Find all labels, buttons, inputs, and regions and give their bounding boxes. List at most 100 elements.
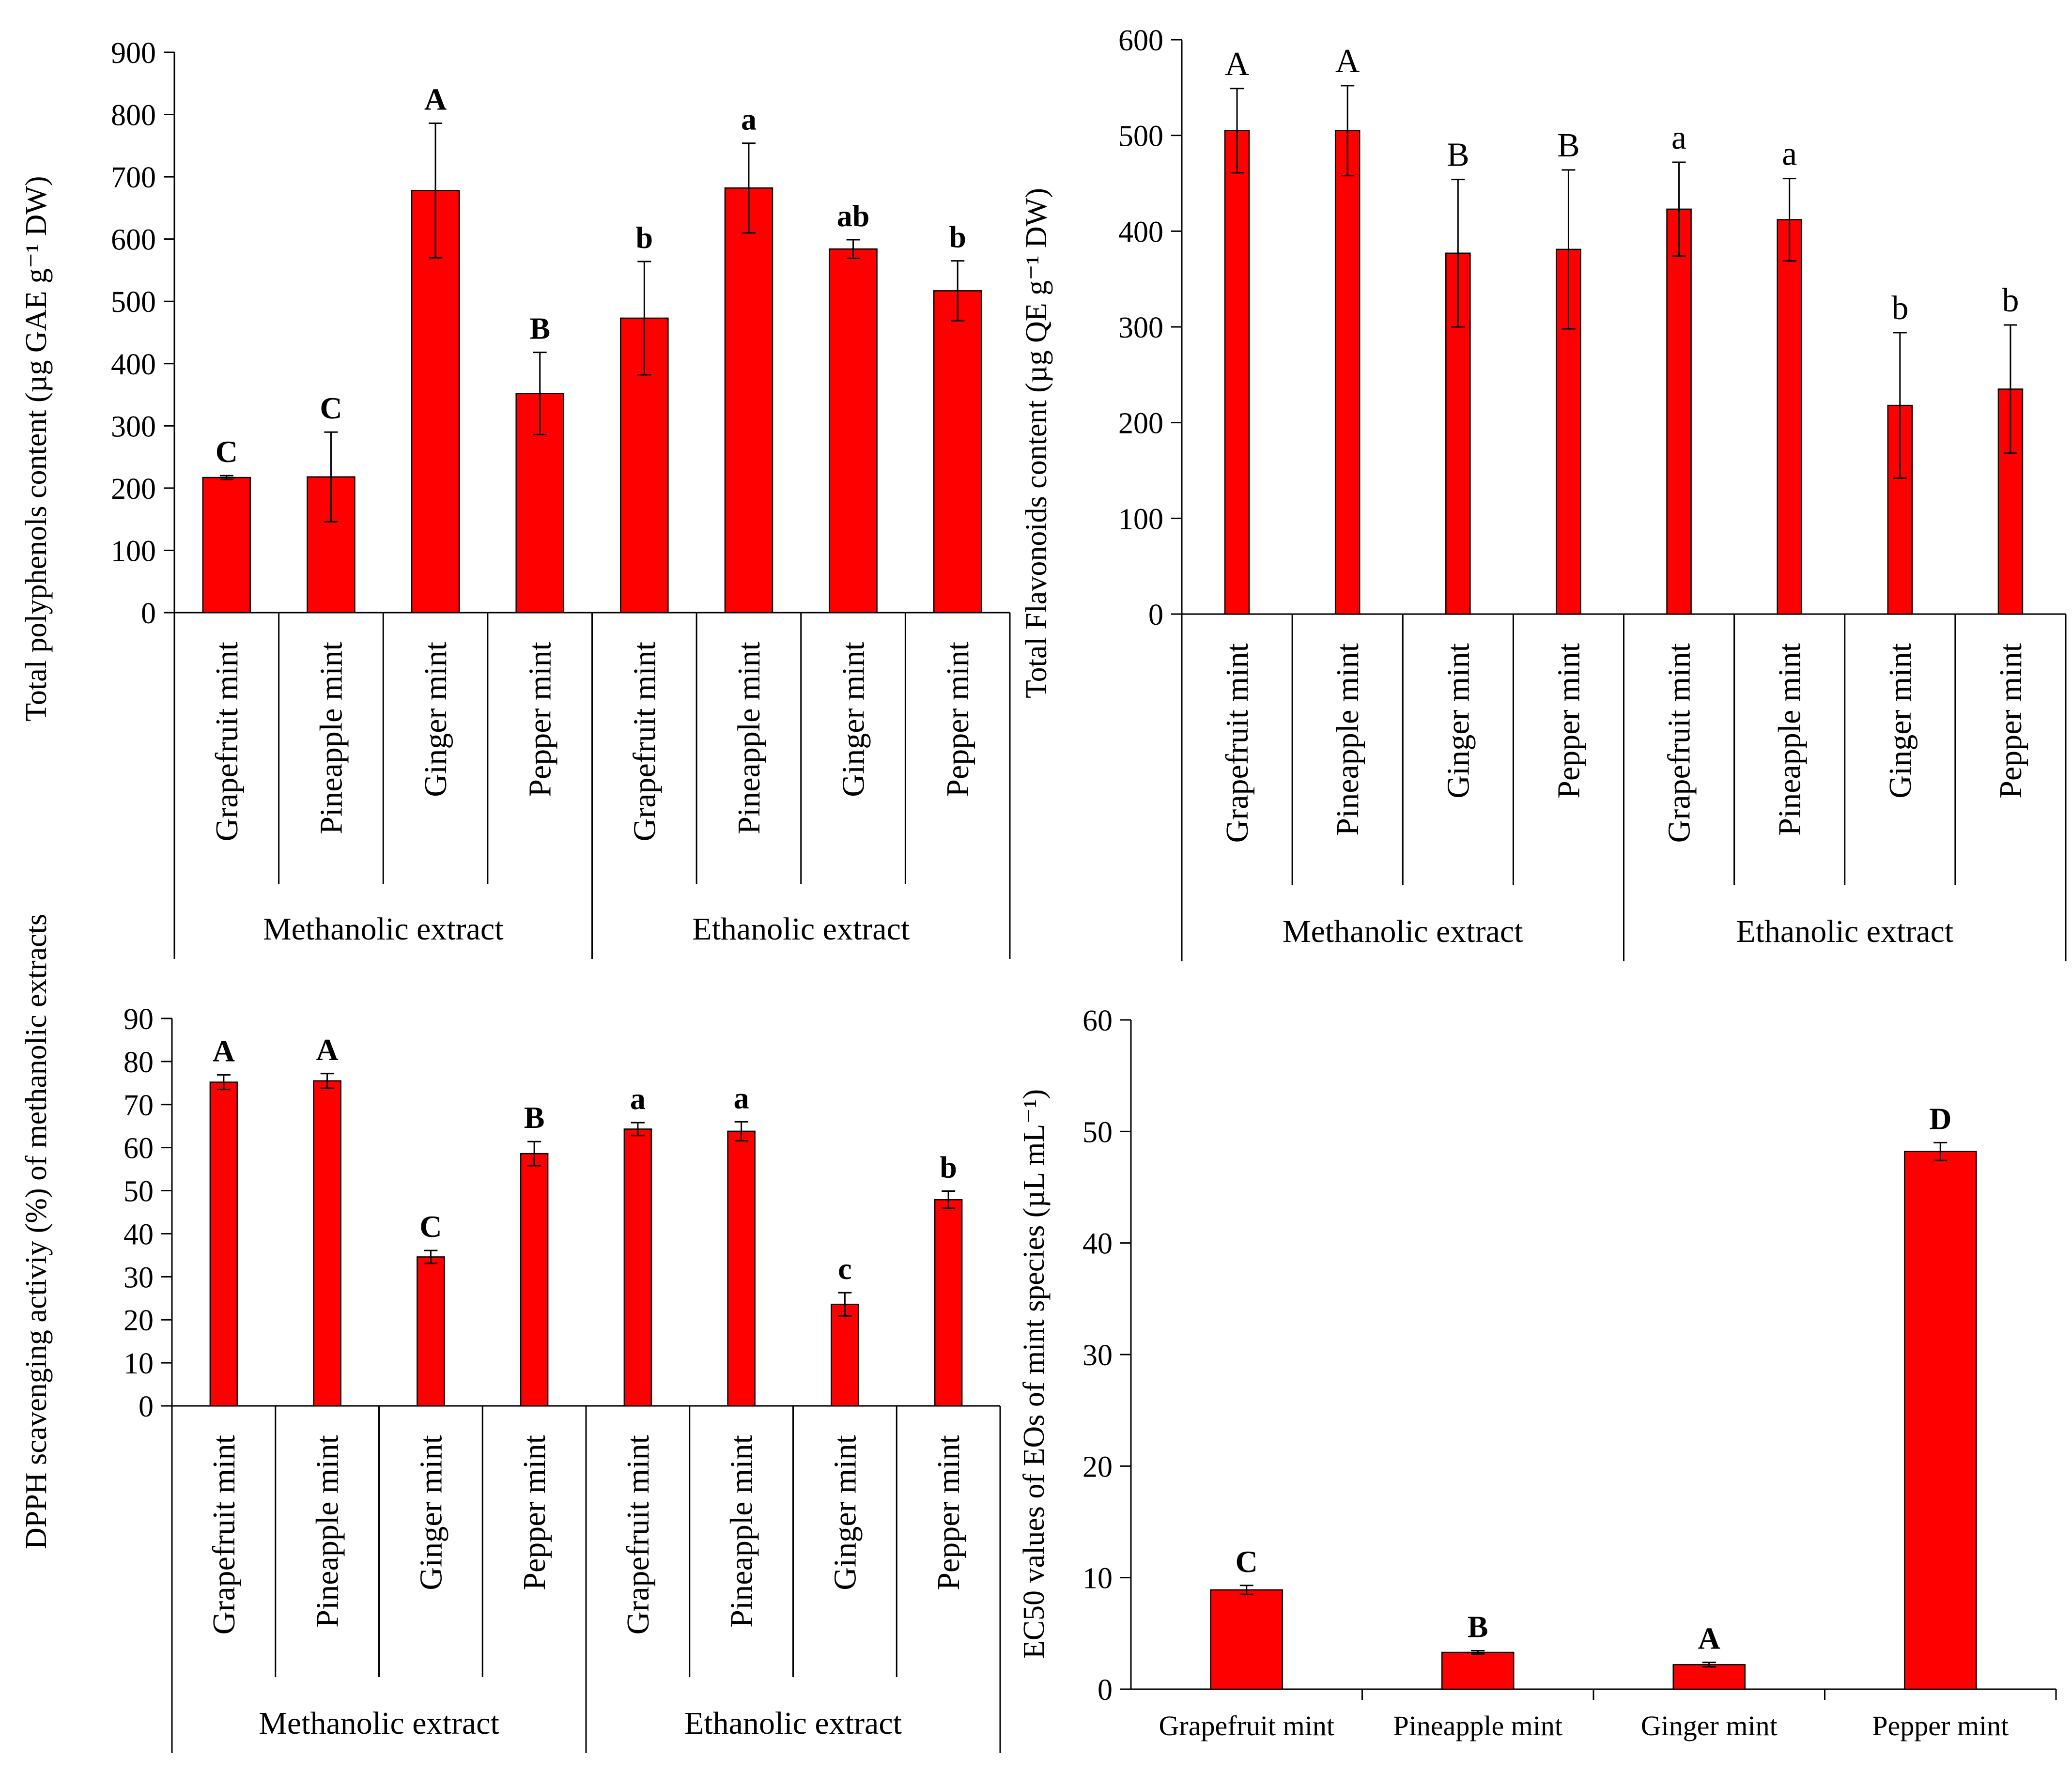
- bar: [829, 248, 878, 614]
- y-tick-label: 10: [124, 1347, 154, 1380]
- significance-letter: C: [216, 434, 238, 469]
- bar: [1666, 208, 1692, 615]
- significance-letter: b: [1891, 290, 1908, 327]
- group-label: Methanolic extract: [1283, 914, 1523, 949]
- y-tick-label: 700: [111, 161, 156, 194]
- panel-total-polyphenols: 0 100 200 300 400 500 600 700 800 900 Total polyph…: [20, 37, 1011, 959]
- y-tick-label: 0: [1148, 599, 1163, 632]
- bar: [202, 477, 251, 614]
- y-axis-title: Total polyphenols content (µg GAE g⁻¹ DW…: [20, 176, 53, 721]
- x-tick-label: Pepper mint: [1872, 1710, 2009, 1741]
- group-label: Ethanolic extract: [692, 911, 910, 947]
- significance-letter: B: [1447, 137, 1469, 174]
- x-tick-label: Pineapple mint: [310, 1435, 345, 1628]
- bar: [1334, 130, 1361, 615]
- y-tick-label: 60: [1082, 1004, 1113, 1037]
- y-tick-label: 100: [111, 535, 156, 568]
- y-tick-label: 300: [111, 410, 156, 443]
- bar: [1210, 1589, 1283, 1690]
- bar: [1224, 130, 1250, 615]
- panel-dpph-scavenging: 0 10 20 30 40 50 60 70 80 90 DPPH scavenging activ…: [20, 914, 1001, 1753]
- x-tick-label: Grapefruit mint: [206, 1435, 242, 1634]
- x-tick-label: Grapefruit mint: [627, 642, 662, 841]
- y-tick-label: 400: [1118, 216, 1163, 248]
- x-tick-label: Pepper mint: [523, 642, 558, 797]
- x-tick-label: Ginger mint: [413, 1435, 448, 1590]
- y-tick-label: 70: [124, 1089, 154, 1122]
- significance-letter: B: [524, 1100, 545, 1135]
- y-axis-title: DPPH scavenging activiy (%) of methanoli…: [20, 914, 53, 1549]
- group-label: Ethanolic extract: [684, 1706, 902, 1741]
- y-tick-label: 500: [1118, 120, 1163, 153]
- y-tick-label: 80: [124, 1046, 154, 1079]
- bar: [1777, 219, 1802, 615]
- y-tick-label: 500: [111, 286, 156, 319]
- significance-letter: a: [1671, 119, 1686, 156]
- significance-letter: A: [213, 1033, 235, 1068]
- significance-letter: a: [630, 1081, 646, 1116]
- x-tick-label: Grapefruit mint: [209, 642, 245, 841]
- significance-letter: D: [1929, 1101, 1951, 1136]
- significance-letter: A: [316, 1032, 339, 1067]
- bar: [934, 1199, 963, 1407]
- group-label: Methanolic extract: [263, 911, 504, 947]
- y-tick-label: 40: [124, 1218, 154, 1251]
- y-axis-title: EC50 values of EOs of mint species (µL m…: [1018, 1089, 1051, 1659]
- bar: [724, 187, 773, 614]
- bar: [1672, 1664, 1746, 1690]
- y-tick-label: 0: [141, 597, 156, 630]
- y-tick-label: 30: [1082, 1339, 1113, 1372]
- significance-letter: B: [1557, 127, 1580, 164]
- bar: [417, 1256, 445, 1407]
- x-tick-label: Grapefruit mint: [620, 1435, 656, 1634]
- y-tick-label: 50: [124, 1175, 154, 1208]
- y-tick-label: 300: [1118, 311, 1163, 344]
- y-tick-label: 600: [111, 224, 156, 257]
- x-tick-label: Pepper mint: [931, 1435, 966, 1590]
- bar: [313, 1080, 341, 1407]
- bar: [623, 1128, 652, 1407]
- significance-letter: a: [741, 102, 757, 137]
- significance-letter: a: [734, 1080, 749, 1115]
- significance-letter: A: [1335, 43, 1360, 80]
- x-tick-label: Grapefruit mint: [1662, 643, 1697, 843]
- x-tick-label: Grapefruit mint: [1159, 1710, 1334, 1741]
- significance-letter: b: [949, 220, 966, 254]
- significance-letter: A: [424, 82, 447, 117]
- x-tick-label: Pineapple mint: [731, 642, 767, 834]
- y-tick-label: 100: [1118, 503, 1163, 536]
- y-tick-label: 40: [1082, 1228, 1113, 1261]
- x-tick-label: Pepper mint: [517, 1435, 552, 1590]
- y-tick-label: 400: [111, 348, 156, 381]
- x-tick-label: Ginger mint: [827, 1435, 863, 1590]
- x-tick-label: Ginger mint: [1641, 1710, 1778, 1741]
- significance-letter: b: [940, 1150, 957, 1184]
- y-axis-title: Total Flavonoids content (µg QE g⁻¹ DW): [1020, 188, 1053, 698]
- group-label: Ethanolic extract: [1736, 914, 1953, 949]
- group-label: Methanolic extract: [259, 1706, 499, 1741]
- significance-letter: c: [838, 1251, 851, 1286]
- y-tick-label: 30: [124, 1261, 154, 1294]
- y-tick-label: 0: [1098, 1674, 1113, 1707]
- significance-letter: C: [419, 1209, 442, 1244]
- significance-letter: A: [1225, 46, 1250, 83]
- y-tick-label: 200: [1118, 407, 1163, 440]
- y-tick-label: 20: [1082, 1450, 1113, 1483]
- significance-letter: a: [1782, 136, 1797, 173]
- x-tick-label: Pineapple mint: [1772, 643, 1808, 836]
- significance-letter: b: [2002, 282, 2019, 319]
- y-tick-label: 900: [111, 37, 156, 70]
- x-tick-label: Pineapple mint: [1330, 643, 1365, 836]
- y-tick-label: 800: [111, 99, 156, 132]
- bar: [1441, 1651, 1515, 1690]
- bar: [831, 1303, 859, 1407]
- x-tick-label: Pineapple mint: [1393, 1710, 1562, 1741]
- significance-letter: A: [1698, 1621, 1720, 1656]
- bar: [1904, 1151, 1977, 1690]
- significance-letter: C: [1236, 1544, 1258, 1579]
- y-tick-label: 600: [1118, 24, 1163, 57]
- significance-letter: C: [320, 391, 342, 425]
- x-tick-label: Pineapple mint: [724, 1435, 759, 1628]
- y-tick-label: 50: [1082, 1116, 1113, 1149]
